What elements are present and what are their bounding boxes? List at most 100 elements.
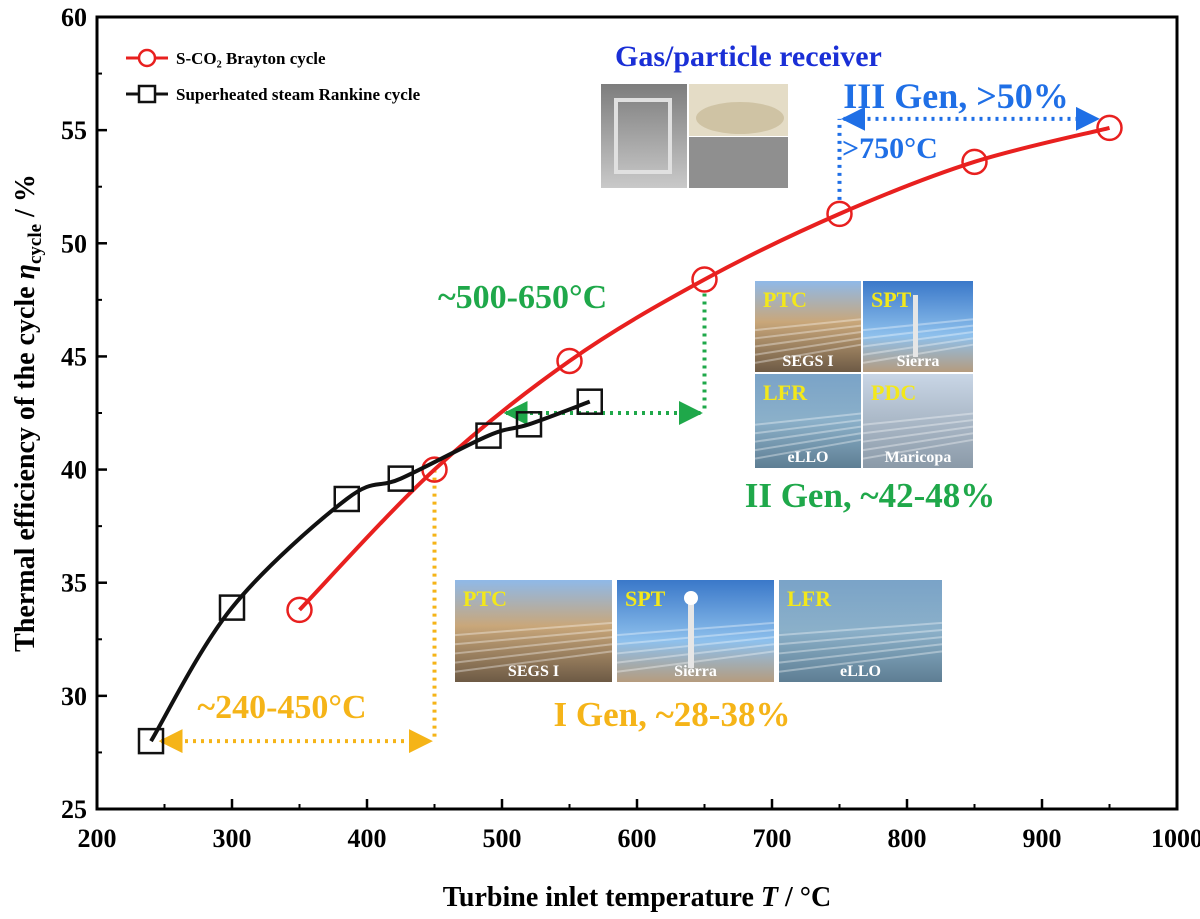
data-point (137, 727, 165, 755)
x-tick-label: 900 (1023, 824, 1062, 853)
sand-pile (696, 102, 784, 134)
photo-stripe (454, 643, 613, 664)
legend-marker (137, 48, 157, 68)
photo-sublabel: eLLO (788, 449, 829, 466)
photo-stripe (862, 419, 974, 435)
tower-shape (688, 598, 694, 668)
legend-label: Superheated steam Rankine cycle (176, 85, 421, 104)
photo-label: PTC (463, 586, 507, 611)
tower-head (684, 591, 698, 605)
photo-stripe (754, 343, 862, 364)
x-axis-title-symbol: T (761, 882, 780, 913)
y-axis-title: Thermal efficiency of the cycle ηcycle /… (10, 174, 46, 652)
photo-label: LFR (763, 380, 808, 405)
annotation-gen3: III Gen, >50% (843, 76, 1069, 116)
photo-gen2-lfr: LFR eLLO (754, 374, 862, 468)
x-axis-title-part: / °C (778, 882, 831, 913)
series-layer (137, 114, 1123, 755)
x-tick-label: 300 (213, 824, 252, 853)
annotation-gen2: II Gen, ~42-48% (745, 476, 996, 515)
photo-stripe (454, 650, 613, 673)
legend-label: S-CO₂ Brayton cycle (176, 49, 326, 68)
series-line (298, 125, 1110, 612)
x-axis-title-part: Turbine inlet temperature (443, 882, 761, 913)
y-tick-label: 30 (61, 682, 87, 711)
data-point (387, 465, 414, 492)
y-axis-title-part: Thermal efficiency of the cycle (10, 279, 41, 651)
photo-bg (755, 281, 861, 372)
photo-stripe (862, 438, 974, 460)
photo-bg (755, 374, 861, 468)
annotation-range1: ~240-450°C (197, 689, 366, 726)
photo-label: SPT (625, 586, 666, 611)
series-line (149, 399, 591, 743)
data-point (218, 594, 246, 621)
x-axis-title: Turbine inlet temperature T / °C (443, 882, 831, 913)
photo-bg (455, 580, 612, 682)
y-tick-label: 40 (61, 456, 87, 485)
series-1 (137, 388, 603, 755)
photo-sublabel: eLLO (840, 663, 881, 680)
photo-stripe (616, 621, 775, 637)
photo-gen1-ptc: PTC SEGS I (454, 580, 613, 682)
data-point (286, 596, 313, 624)
y-tick-label: 35 (61, 569, 87, 598)
x-tick-label: 200 (78, 824, 117, 853)
x-tick-label: 500 (483, 824, 522, 853)
photo-stripe (616, 628, 775, 646)
receiver-panel (614, 98, 672, 174)
photo-stripe (754, 438, 862, 460)
y-axis-title-part: / % (10, 174, 41, 224)
photo-label: PTC (763, 287, 807, 312)
photo-stripe (862, 432, 974, 452)
data-point (576, 388, 603, 415)
x-tick-label: 700 (753, 824, 792, 853)
photo-gen2-pdc: PDC Maricopa (862, 374, 974, 468)
annotation-receiver: Gas/particle receiver (615, 40, 882, 73)
x-tick-label: 1000 (1151, 824, 1200, 853)
photo-stripe (454, 628, 613, 646)
y-tick-label: 45 (61, 342, 87, 371)
photo-gen1-lfr: LFR eLLO (778, 580, 943, 682)
y-tick-label: 55 (61, 116, 87, 145)
data-point (475, 422, 502, 449)
photo-stripe (754, 419, 862, 435)
x-tick-label: 400 (348, 824, 387, 853)
photo-sublabel: SEGS I (508, 663, 559, 680)
y-axis-title-subscript: cycle (25, 224, 46, 264)
data-point (333, 485, 360, 513)
photo-stripe (778, 621, 943, 637)
y-tick-label: 50 (61, 229, 87, 258)
data-point (961, 148, 988, 176)
data-point (515, 411, 543, 438)
legend-marker (137, 84, 157, 104)
photo-layer: PTC SEGS I SPT Sierra LFR eLLO PTC SEGS I SPT Sie… (454, 84, 974, 682)
annotation-gen1: I Gen, ~28-38% (554, 695, 791, 734)
photo-bg (863, 374, 973, 468)
photo-stripe (754, 412, 862, 426)
y-tick-label: 25 (61, 795, 87, 824)
data-point (1096, 114, 1123, 142)
photo-bg (779, 580, 942, 682)
photo-sublabel: Maricopa (885, 449, 952, 466)
photo-stripe (454, 621, 613, 637)
photo-label: SPT (871, 287, 912, 312)
photo-label: LFR (787, 586, 832, 611)
gravel-photo (689, 137, 788, 188)
photo-stripe (616, 636, 775, 655)
photo-sublabel: SEGS I (782, 353, 833, 370)
photo-stripe (754, 330, 862, 348)
photo-gen1-spt: SPT Sierra (616, 580, 775, 682)
y-axis-title-symbol: η (10, 264, 41, 279)
photo-stripe (754, 432, 862, 452)
annotation-range3: >750°C (842, 132, 938, 165)
y-tick-label: 60 (61, 3, 87, 32)
axes: 200 300 400 500 600 700 800 900 1000 25 30 35 40 45 50… (10, 3, 1200, 913)
data-point (556, 347, 583, 375)
photo-stripe (778, 628, 943, 646)
photo-stripe (754, 425, 862, 443)
photo-stripe (616, 650, 775, 673)
photo-sublabel: Sierra (674, 663, 717, 680)
